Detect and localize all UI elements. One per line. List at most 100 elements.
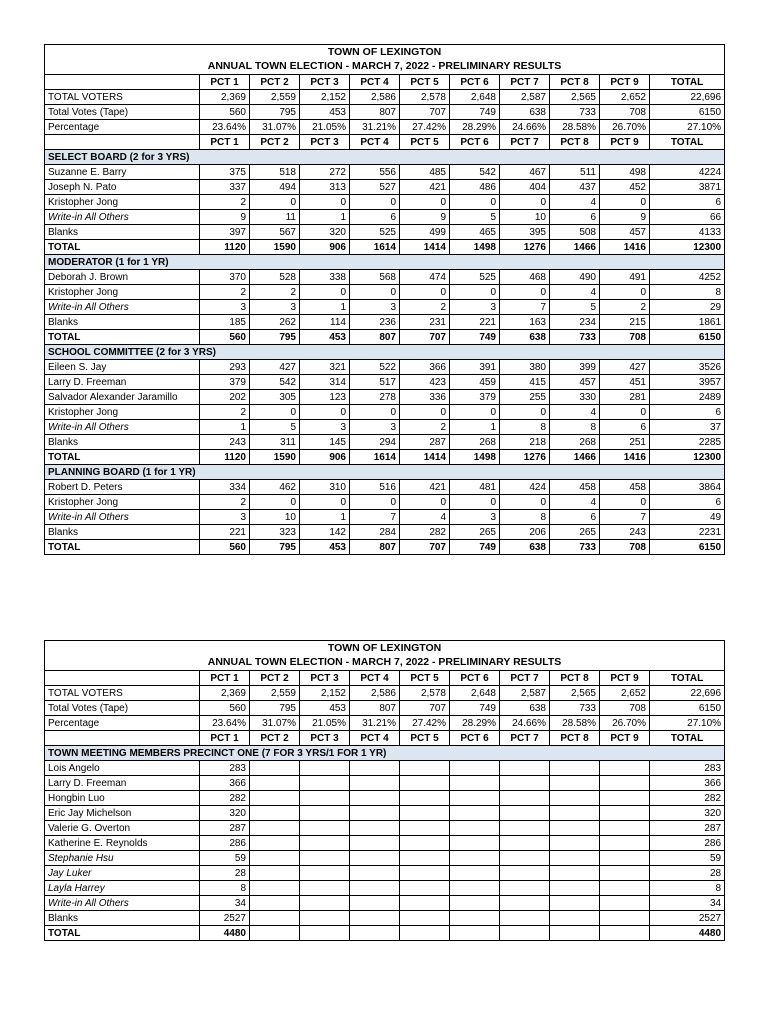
value-cell: 29 bbox=[648, 299, 726, 315]
value-cell: 1498 bbox=[449, 239, 500, 255]
value-cell: 1120 bbox=[199, 449, 250, 465]
value-cell: 3864 bbox=[648, 479, 726, 495]
value-cell: 638 bbox=[499, 104, 550, 120]
value-cell: 6 bbox=[648, 194, 726, 210]
column-header: PCT 5 bbox=[399, 134, 450, 150]
section-header-row: SELECT BOARD (2 for 3 YRS) bbox=[43, 149, 726, 165]
summary-row: TOTAL VOTERS 2,369 2,559 2,152 2,586 2,578 2,6… bbox=[44, 685, 726, 701]
value-cell: 8 bbox=[648, 880, 726, 896]
value-cell: 0 bbox=[499, 194, 550, 210]
value-cell: 457 bbox=[549, 374, 600, 390]
value-cell: 542 bbox=[449, 164, 500, 180]
row-label: Lois Angelo bbox=[44, 760, 200, 776]
value-cell: 707 bbox=[399, 104, 450, 120]
table-title: TOWN OF LEXINGTON bbox=[43, 640, 726, 656]
summary-row: Total Votes (Tape) 560 795 453 807 707 749 638 7… bbox=[44, 700, 726, 716]
row-label: Valerie G. Overton bbox=[44, 820, 200, 836]
value-cell: 2489 bbox=[648, 389, 726, 405]
column-header: PCT 7 bbox=[499, 134, 550, 150]
value-cell: 458 bbox=[549, 479, 600, 495]
election-results-table-offices: TOWN OF LEXINGTON ANNUAL TOWN ELECTION - … bbox=[43, 44, 726, 555]
value-cell: 1 bbox=[199, 419, 250, 435]
row-label: Robert D. Peters bbox=[44, 479, 200, 495]
value-cell: 795 bbox=[249, 539, 300, 555]
value-cell: 163 bbox=[499, 314, 550, 330]
document-page: TOWN OF LEXINGTON ANNUAL TOWN ELECTION - … bbox=[43, 44, 726, 941]
value-cell: 294 bbox=[349, 434, 400, 450]
table-row: TOTAL 4480 4480 bbox=[44, 925, 726, 941]
value-cell: 490 bbox=[549, 269, 600, 285]
value-cell: 336 bbox=[399, 389, 450, 405]
value-cell bbox=[599, 865, 650, 881]
value-cell bbox=[299, 865, 350, 881]
value-cell: 27.10% bbox=[648, 119, 726, 135]
value-cell: 283 bbox=[648, 760, 726, 776]
value-cell: 145 bbox=[299, 434, 350, 450]
value-cell bbox=[249, 895, 300, 911]
column-header: PCT 8 bbox=[549, 134, 600, 150]
value-cell: 31.21% bbox=[349, 119, 400, 135]
corner-empty-cell bbox=[44, 74, 200, 90]
column-header: TOTAL bbox=[648, 134, 726, 150]
table-row: Blanks 185 262 114 236 231 221 163 234 215 1861 bbox=[44, 314, 726, 330]
value-cell: 2,152 bbox=[299, 89, 350, 105]
precinct-header-row: PCT 1 PCT 2 PCT 3 PCT 4 PCT 5 PCT 6 PCT 7 PCT 8… bbox=[44, 74, 726, 90]
value-cell: 2,587 bbox=[499, 685, 550, 701]
value-cell: 265 bbox=[549, 524, 600, 540]
value-cell: 525 bbox=[349, 224, 400, 240]
value-cell: 0 bbox=[299, 494, 350, 510]
value-cell: 9 bbox=[599, 209, 650, 225]
value-cell: 708 bbox=[599, 104, 650, 120]
value-cell: 1 bbox=[299, 509, 350, 525]
value-cell: 31.21% bbox=[349, 715, 400, 731]
value-cell: 59 bbox=[199, 850, 250, 866]
section-header: PLANNING BOARD (1 for 1 YR) bbox=[43, 464, 726, 480]
value-cell: 283 bbox=[199, 760, 250, 776]
value-cell: 2,565 bbox=[549, 89, 600, 105]
value-cell: 27.10% bbox=[648, 715, 726, 731]
value-cell: 142 bbox=[299, 524, 350, 540]
row-label: Kristopher Jong bbox=[44, 194, 200, 210]
value-cell: 474 bbox=[399, 269, 450, 285]
value-cell: 1498 bbox=[449, 449, 500, 465]
subtitle-row: ANNUAL TOWN ELECTION - MARCH 7, 2022 - P… bbox=[43, 655, 726, 671]
corner-empty-cell bbox=[44, 730, 200, 746]
row-label: TOTAL VOTERS bbox=[44, 89, 200, 105]
value-cell: 366 bbox=[399, 359, 450, 375]
value-cell bbox=[349, 835, 400, 851]
value-cell: 24.66% bbox=[499, 119, 550, 135]
row-label: Kristopher Jong bbox=[44, 494, 200, 510]
row-label: Blanks bbox=[44, 524, 200, 540]
title-row: TOWN OF LEXINGTON bbox=[43, 44, 726, 60]
value-cell: 404 bbox=[499, 179, 550, 195]
value-cell: 4480 bbox=[199, 925, 250, 941]
value-cell bbox=[299, 850, 350, 866]
value-cell: 0 bbox=[399, 194, 450, 210]
row-label: Katherine E. Reynolds bbox=[44, 835, 200, 851]
value-cell: 2527 bbox=[648, 910, 726, 926]
value-cell: 525 bbox=[449, 269, 500, 285]
value-cell bbox=[499, 790, 550, 806]
value-cell: 2,648 bbox=[449, 685, 500, 701]
value-cell: 314 bbox=[299, 374, 350, 390]
value-cell: 467 bbox=[499, 164, 550, 180]
value-cell: 215 bbox=[599, 314, 650, 330]
table-row: Eileen S. Jay 293 427 321 522 366 391 380 399 427… bbox=[44, 359, 726, 375]
table-row: Blanks 397 567 320 525 499 465 395 508 457 4133 bbox=[44, 224, 726, 240]
value-cell bbox=[349, 775, 400, 791]
value-cell: 427 bbox=[599, 359, 650, 375]
value-cell: 1861 bbox=[648, 314, 726, 330]
column-header: PCT 5 bbox=[399, 670, 450, 686]
value-cell bbox=[499, 850, 550, 866]
value-cell: 511 bbox=[549, 164, 600, 180]
value-cell: 397 bbox=[199, 224, 250, 240]
row-label: Write-in All Others bbox=[44, 209, 200, 225]
value-cell: 287 bbox=[199, 820, 250, 836]
value-cell: 0 bbox=[249, 494, 300, 510]
value-cell: 749 bbox=[449, 329, 500, 345]
value-cell: 286 bbox=[648, 835, 726, 851]
value-cell: 4 bbox=[549, 194, 600, 210]
value-cell: 10 bbox=[249, 509, 300, 525]
column-header: PCT 4 bbox=[349, 730, 400, 746]
value-cell: 330 bbox=[549, 389, 600, 405]
